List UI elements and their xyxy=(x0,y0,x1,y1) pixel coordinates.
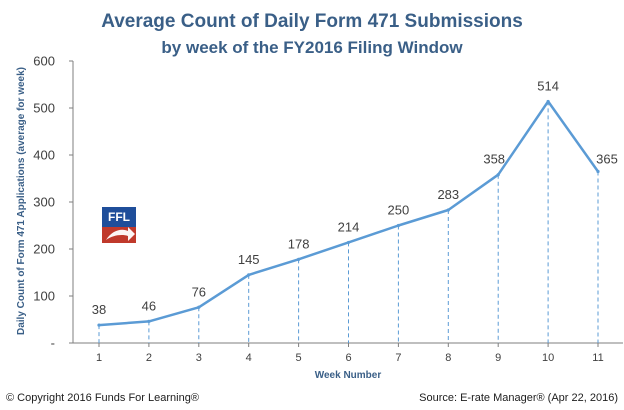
y-axis-title: Daily Count of Form 471 Applications (av… xyxy=(16,67,27,335)
x-tick-label: 6 xyxy=(345,352,351,364)
x-tick-label: 1 xyxy=(96,352,102,364)
copyright-text: © Copyright 2016 Funds For Learning® xyxy=(6,392,199,404)
ffl-logo-top xyxy=(102,207,136,227)
source-text: Source: E-rate Manager® (Apr 22, 2016) xyxy=(419,392,618,404)
y-tick-label: 300 xyxy=(33,195,55,210)
data-point xyxy=(247,273,251,277)
data-point xyxy=(147,319,151,323)
chart-subtitle: by week of the FY2016 Filing Window xyxy=(161,38,463,57)
ffl-logo-arrow-icon xyxy=(106,227,135,241)
y-tick-label: 100 xyxy=(33,289,55,304)
x-tick-label: 8 xyxy=(445,352,451,364)
data-point xyxy=(297,257,301,261)
data-point xyxy=(197,305,201,309)
y-tick-label: - xyxy=(51,336,55,351)
data-label: 214 xyxy=(338,219,360,234)
data-label: 358 xyxy=(483,152,505,167)
chart-title: Average Count of Daily Form 471 Submissi… xyxy=(101,11,523,32)
data-labels: 38 46 76 145 178 214 250 283 358 514 365 xyxy=(92,78,618,317)
x-tick-label: 10 xyxy=(542,352,554,364)
data-label: 38 xyxy=(92,302,106,317)
y-tick-label: 600 xyxy=(33,54,55,69)
y-tick-label: 400 xyxy=(33,148,55,163)
x-tick-label: 4 xyxy=(246,352,252,364)
x-tick-label: 5 xyxy=(296,352,302,364)
series-line-group xyxy=(97,99,600,327)
data-point xyxy=(346,240,351,245)
data-label: 76 xyxy=(192,284,206,299)
x-tick-label: 3 xyxy=(196,352,202,364)
x-axis-title: Week Number xyxy=(315,370,382,381)
data-label: 145 xyxy=(238,252,260,267)
data-label: 178 xyxy=(288,236,310,251)
x-tick-label: 7 xyxy=(395,352,401,364)
data-label: 365 xyxy=(596,151,618,166)
data-point xyxy=(596,169,600,174)
data-point xyxy=(546,99,550,104)
y-axis-ticks: - 100 200 300 400 500 600 xyxy=(33,54,73,351)
x-tick-label: 9 xyxy=(495,352,501,364)
x-tick-label: 11 xyxy=(592,352,603,364)
drop-lines xyxy=(98,101,599,343)
data-label: 514 xyxy=(537,78,559,93)
data-label: 46 xyxy=(142,298,156,313)
data-point xyxy=(496,173,500,177)
ffl-logo: FFL xyxy=(102,207,136,243)
y-tick-label: 200 xyxy=(33,242,55,257)
data-point xyxy=(446,208,450,212)
y-tick-label: 500 xyxy=(33,101,55,116)
data-point xyxy=(396,223,400,228)
x-axis-ticks: 1 2 3 4 5 6 7 8 9 10 11 xyxy=(96,343,604,364)
data-label: 250 xyxy=(388,203,410,218)
ffl-logo-text: FFL xyxy=(108,210,130,224)
x-tick-label: 2 xyxy=(146,352,152,364)
data-label: 283 xyxy=(437,187,459,202)
data-point xyxy=(97,323,101,327)
